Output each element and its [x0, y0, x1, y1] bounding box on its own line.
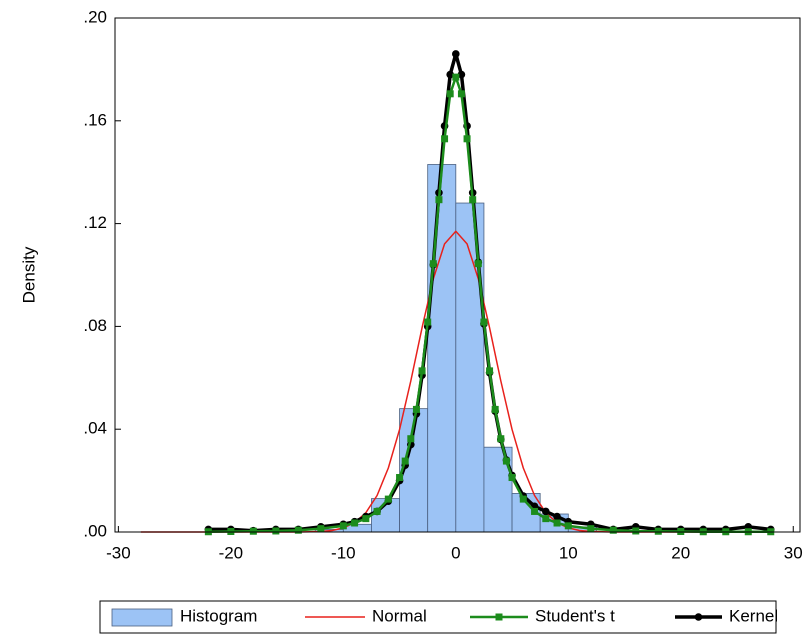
- series-marker: [486, 367, 494, 375]
- series-marker: [502, 457, 510, 465]
- series-marker: [418, 367, 426, 375]
- series-marker: [294, 526, 302, 534]
- series-marker: [469, 196, 477, 204]
- series-marker: [351, 519, 359, 527]
- series-marker: [587, 525, 595, 533]
- series-marker: [474, 260, 482, 268]
- series-marker: [339, 522, 347, 530]
- series-marker: [424, 318, 432, 326]
- series-marker: [407, 435, 415, 443]
- x-tick-label: 30: [784, 543, 803, 562]
- x-tick-label: 10: [559, 543, 578, 562]
- y-tick-label: .16: [83, 110, 107, 129]
- series-marker: [446, 90, 454, 98]
- series-marker: [457, 90, 465, 98]
- x-tick-label: -20: [219, 543, 244, 562]
- legend-marker: [495, 613, 503, 621]
- series-marker: [553, 519, 561, 527]
- series-marker: [317, 525, 325, 533]
- series-marker: [553, 512, 561, 521]
- x-tick-label: 20: [671, 543, 690, 562]
- series-marker: [249, 527, 257, 535]
- y-axis-label: Density: [19, 246, 38, 303]
- series-marker: [480, 318, 488, 326]
- series-marker: [446, 70, 454, 79]
- series-marker: [531, 507, 539, 515]
- series-marker: [227, 527, 235, 535]
- series-marker: [384, 495, 392, 503]
- y-tick-label: .08: [83, 316, 107, 335]
- legend-label: Student's t: [535, 606, 615, 625]
- series-marker: [677, 527, 685, 535]
- plot-frame: [114, 17, 801, 533]
- series-marker: [441, 135, 449, 143]
- series-marker: [564, 522, 572, 530]
- series-marker: [632, 527, 640, 535]
- series-marker: [497, 435, 505, 443]
- series-marker: [508, 474, 516, 482]
- series-marker: [452, 50, 460, 58]
- series-marker: [373, 507, 381, 515]
- legend-marker: [694, 613, 703, 621]
- legend-swatch: [111, 608, 173, 627]
- x-tick-label: 0: [451, 543, 460, 562]
- y-tick-label: .04: [83, 419, 107, 438]
- y-tick-label: .12: [83, 213, 107, 232]
- series-line: [208, 75, 771, 533]
- legend-label: Histogram: [180, 606, 257, 625]
- series-marker: [457, 70, 466, 79]
- series-marker: [463, 135, 471, 143]
- series-marker: [491, 405, 499, 413]
- legend-label: Kernel: [729, 606, 778, 625]
- series-line: [208, 52, 771, 533]
- series-marker: [654, 527, 662, 535]
- series-marker: [541, 507, 550, 516]
- series-marker: [609, 526, 617, 534]
- series-marker: [542, 515, 550, 523]
- series-marker: [429, 260, 437, 268]
- y-tick-label: .00: [83, 521, 107, 540]
- series-marker: [401, 457, 409, 465]
- series-marker: [435, 196, 443, 204]
- series-marker: [452, 73, 460, 81]
- x-tick-label: -30: [106, 543, 131, 562]
- series-marker: [396, 474, 404, 482]
- series-marker: [412, 405, 420, 413]
- series-marker: [362, 515, 370, 523]
- y-tick-label: .20: [83, 7, 107, 26]
- histogram-bar: [427, 164, 457, 533]
- series-marker: [272, 527, 280, 535]
- legend-box: [99, 600, 777, 634]
- series-marker: [519, 495, 527, 503]
- x-tick-label: -10: [331, 543, 356, 562]
- legend-label: Normal: [372, 606, 427, 625]
